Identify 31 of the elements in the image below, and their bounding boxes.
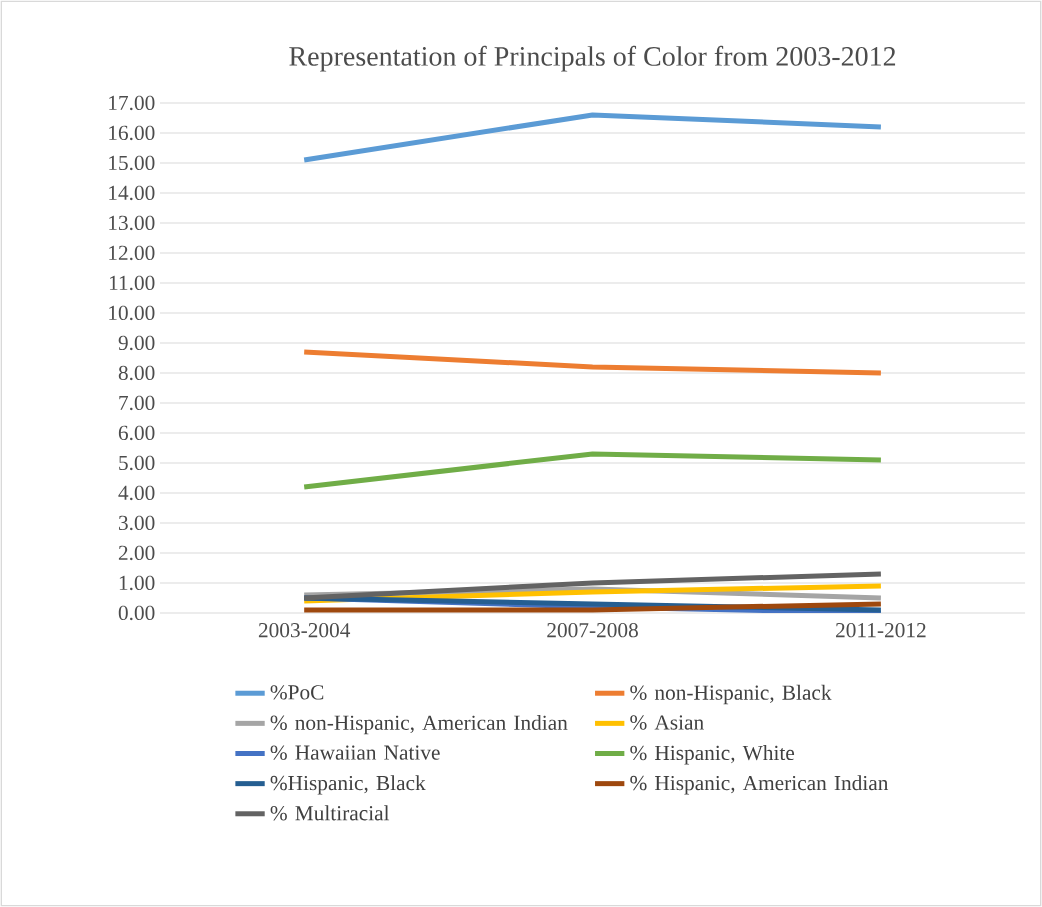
y-tick-label: 6.00 [118,425,155,441]
y-tick-label: 14.00 [109,185,155,201]
x-tick-label: 2011-2012 [836,623,926,638]
y-tick-label: 8.00 [118,365,155,381]
legend-label: % Hawaiian Native [270,745,440,760]
y-tick-label: 2.00 [118,545,155,561]
chart-title: Representation of Principals of Color from 2003-2012 [289,45,896,72]
y-tick-label: 13.00 [109,215,155,231]
y-tick-label: 16.00 [109,125,155,141]
y-tick-label: 3.00 [118,515,155,531]
x-tick-label: 2003-2004 [258,623,351,638]
y-tick-label: 11.00 [109,275,155,291]
legend-label: % Asian [630,715,704,730]
y-tick-label: 7.00 [119,395,155,411]
legend-label: % Multiracial [270,805,390,821]
legend-label: % non-Hispanic, American Indian [270,714,568,735]
legend-label: % Hispanic, White [630,745,795,765]
y-tick-label: 17.00 [109,95,155,111]
legend-label: % Hispanic, American Indian [630,775,889,795]
y-tick-label: 5.00 [119,455,155,471]
y-tick-label: 12.00 [109,245,155,261]
x-tick-label: 2007-2008 [547,623,638,638]
y-tick-label: 10.00 [109,305,155,321]
legend-label: %PoC [270,685,324,700]
y-tick-label: 9.00 [118,335,155,351]
y-tick-label: 15.00 [109,155,155,171]
y-tick-label: 0.00 [118,605,155,621]
y-tick-label: 4.00 [118,485,155,501]
legend-label: %Hispanic, Black [270,775,426,795]
legend-label: % non-Hispanic, Black [630,684,832,705]
y-tick-label: 1.00 [119,575,155,591]
